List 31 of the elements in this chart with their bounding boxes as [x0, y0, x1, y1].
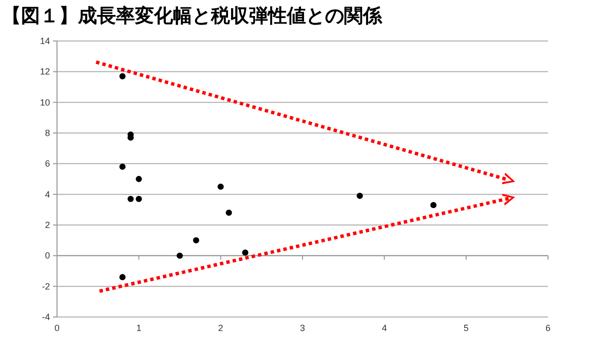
x-tick-label: 3 [300, 323, 306, 333]
y-tick-label: -2 [42, 281, 50, 292]
x-tick-label: 5 [464, 323, 469, 333]
point [119, 73, 126, 80]
x-tick-label: 2 [218, 323, 224, 333]
y-tick-label: 4 [44, 189, 50, 200]
point [136, 176, 142, 182]
point [356, 192, 363, 199]
x-tick-label: 0 [54, 323, 60, 333]
y-tick-label: 6 [44, 158, 50, 169]
y-tick-label: 2 [44, 220, 50, 230]
y-tick-label: 0 [44, 250, 50, 261]
point [193, 237, 200, 244]
point [218, 184, 224, 190]
point [128, 196, 134, 202]
chart-title: 【図１】成長率変化幅と税収弾性値との関係 [2, 5, 383, 27]
point [430, 202, 437, 208]
x-tick-label: 1 [136, 323, 142, 333]
point [119, 164, 126, 170]
x-tick-label: 6 [545, 323, 551, 333]
point [242, 250, 248, 256]
point [136, 196, 142, 202]
y-tick-label: 12 [40, 66, 50, 77]
point [226, 210, 232, 216]
x-tick-label: 4 [382, 323, 387, 333]
y-tick-label: -4 [42, 312, 50, 322]
point [176, 252, 183, 259]
y-tick-label: 14 [40, 36, 50, 46]
point [119, 274, 126, 280]
y-tick-label: 10 [40, 97, 50, 108]
y-tick-label: 8 [44, 128, 50, 138]
